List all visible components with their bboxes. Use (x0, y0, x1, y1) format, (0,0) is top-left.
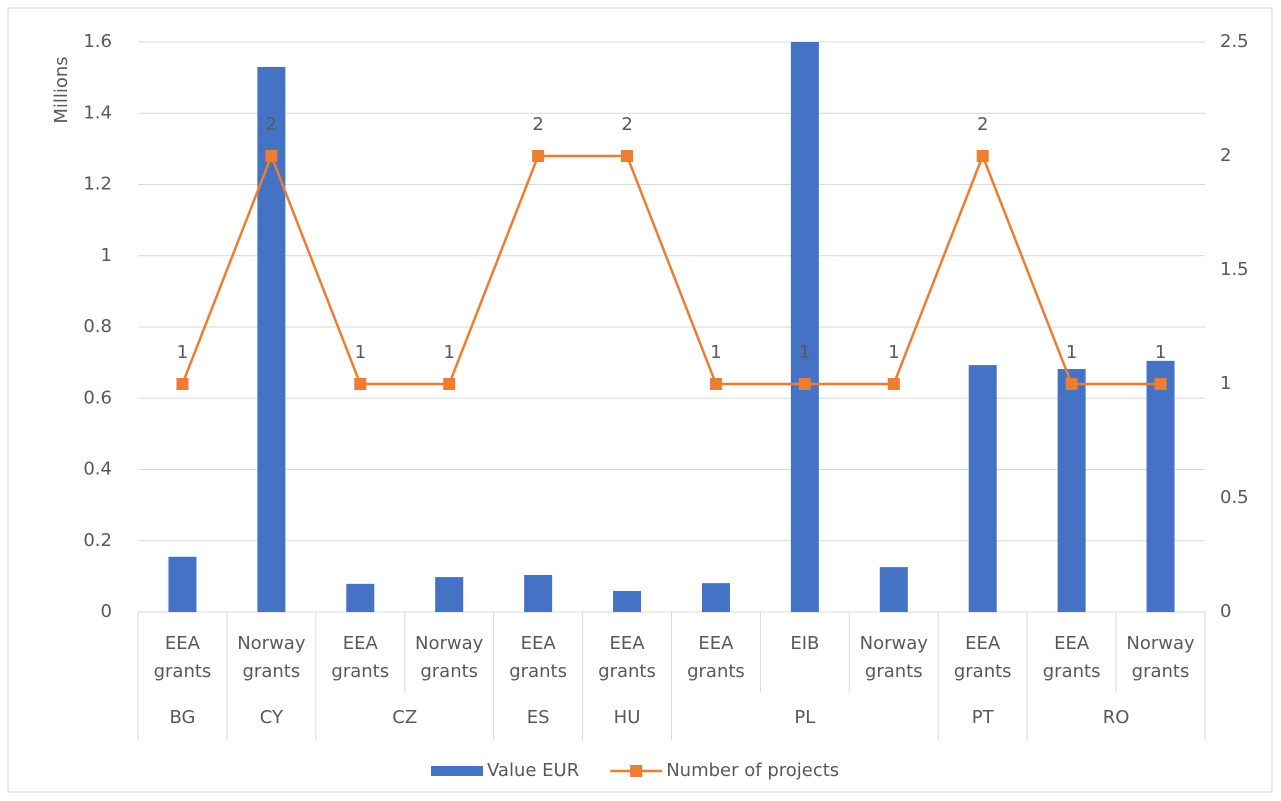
y-tick-label: 1 (101, 245, 112, 266)
data-label: 1 (443, 342, 454, 363)
group-label: ES (527, 707, 550, 728)
line-marker (265, 150, 278, 162)
data-label: 2 (532, 114, 543, 135)
line-marker (1065, 378, 1078, 390)
data-label: 1 (177, 342, 188, 363)
x-tick-label: Norway grants (859, 633, 928, 682)
data-label: 1 (355, 342, 366, 363)
bar (168, 556, 197, 612)
x-tick-label: EEA grants (598, 633, 656, 682)
bar (613, 590, 642, 612)
line-marker (976, 150, 989, 162)
y-tick-label: 0 (101, 601, 112, 622)
y-tick-label: 0.2 (83, 530, 112, 551)
legend-swatch (630, 765, 643, 777)
x-tick-label: EEA grants (509, 633, 567, 682)
bar (879, 567, 908, 612)
y2-tick-label: 1 (1220, 373, 1231, 394)
group-label: CY (260, 707, 284, 728)
bar (524, 574, 553, 612)
x-tick-label: EEA grants (331, 633, 390, 682)
data-label: 1 (710, 342, 721, 363)
line-marker (532, 150, 545, 162)
group-label: CZ (392, 707, 417, 728)
x-tick-label: Norway grants (1126, 633, 1195, 682)
data-label: 1 (1155, 342, 1166, 363)
group-label: HU (614, 707, 641, 728)
bar (968, 365, 997, 612)
line (181, 152, 1161, 386)
group-label: BG (169, 707, 195, 728)
line-marker (709, 378, 722, 390)
line-marker (354, 378, 367, 390)
group-label: RO (1103, 707, 1130, 728)
y-tick-label: 0.6 (83, 387, 112, 408)
data-label: 2 (266, 114, 277, 135)
bar (346, 583, 375, 612)
line-marker (443, 378, 456, 390)
data-label: 1 (888, 342, 899, 363)
y2-tick-label: 1.5 (1220, 259, 1249, 280)
bar (1146, 360, 1175, 612)
legend-swatch (431, 766, 483, 776)
y-tick-label: 1.4 (83, 102, 112, 123)
x-tick-label: EEA grants (153, 633, 212, 682)
group-label: PT (972, 707, 995, 728)
data-label: 2 (621, 114, 632, 135)
x-tick-label: EEA grants (953, 633, 1012, 682)
bar (790, 42, 819, 612)
data-label: 1 (799, 342, 810, 363)
bar (257, 66, 286, 612)
y-tick-label: 0.4 (83, 459, 112, 480)
x-tick-label: EIB (790, 633, 820, 654)
y-tick-label: 1.2 (83, 174, 112, 195)
y2-tick-label: 2 (1220, 145, 1231, 166)
y-tick-label: 1.6 (83, 31, 112, 52)
line-marker (798, 378, 811, 390)
group-label: PL (794, 707, 815, 728)
bar (435, 577, 464, 612)
legend-label: Value EUR (487, 760, 579, 781)
y2-tick-label: 0 (1220, 601, 1231, 622)
line-marker (887, 378, 900, 390)
line-marker (1154, 378, 1167, 390)
x-tick-label: EEA grants (1042, 633, 1101, 682)
x-tick-label: Norway grants (237, 633, 306, 682)
y-axis-title: Millions (51, 56, 72, 123)
legend-label: Number of projects (666, 760, 839, 781)
y2-tick-label: 0.5 (1220, 487, 1249, 508)
y-tick-label: 0.8 (83, 316, 112, 337)
x-tick-label: EEA grants (687, 633, 745, 682)
line-marker (176, 378, 189, 390)
line-marker (621, 150, 634, 162)
data-label: 2 (977, 114, 988, 135)
data-label: 1 (1066, 342, 1077, 363)
bar (701, 583, 730, 612)
bar (1057, 369, 1086, 612)
y2-tick-label: 2.5 (1220, 31, 1249, 52)
x-tick-label: Norway grants (415, 633, 484, 682)
